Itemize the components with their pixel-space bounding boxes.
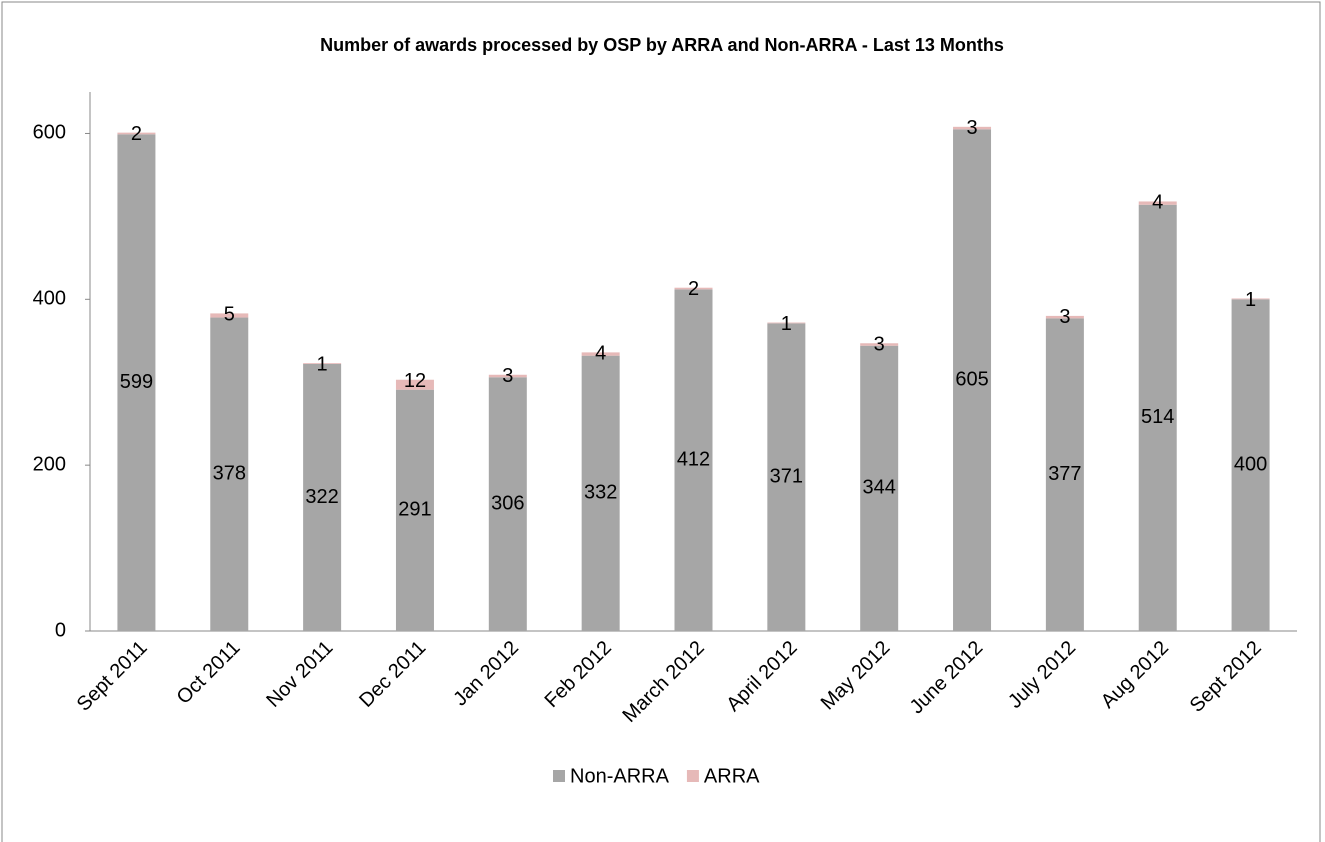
x-tick-label: Dec 2011	[355, 637, 430, 712]
data-label: 4	[1152, 192, 1163, 214]
x-tick-label: April 2012	[722, 637, 801, 716]
x-tick-label: July 2012	[1004, 637, 1080, 713]
data-label: 400	[1234, 453, 1267, 475]
y-tick-label: 600	[33, 122, 66, 144]
bar-segment	[210, 313, 249, 318]
bar-segment	[581, 352, 620, 356]
bar-segment	[1231, 298, 1270, 300]
data-label: 4	[595, 343, 606, 365]
data-label: 1	[781, 313, 792, 335]
bar-segment	[1138, 204, 1177, 631]
data-label: 322	[305, 486, 338, 508]
x-tick-label: Aug 2012	[1097, 637, 1173, 713]
data-label: 2	[131, 123, 142, 145]
bar-segment	[1231, 299, 1270, 631]
bar-segment	[953, 129, 992, 632]
bar-segment	[117, 134, 156, 631]
legend-swatch	[686, 770, 699, 782]
bar-segment	[1045, 318, 1084, 631]
x-tick-label: Jan 2012	[449, 637, 523, 711]
y-tick-label: 400	[33, 288, 66, 310]
bar-segment	[210, 317, 249, 631]
bar-segment	[860, 343, 899, 346]
x-tick-label: May 2012	[817, 637, 895, 715]
bar-segment	[767, 322, 806, 324]
bar-segment	[303, 363, 342, 631]
legend-label: ARRA	[704, 765, 760, 787]
data-label: 3	[966, 117, 977, 139]
data-label: 291	[398, 499, 431, 521]
bar-segment	[117, 132, 156, 135]
data-label: 2	[688, 278, 699, 300]
bar-segment	[674, 289, 713, 631]
data-label: 599	[120, 371, 153, 393]
x-tick-label: Sept 2012	[1186, 637, 1266, 717]
x-tick-label: Sept 2011	[73, 637, 152, 716]
bar-segment	[581, 355, 620, 631]
data-label: 377	[1048, 463, 1081, 485]
bar-segment	[1045, 315, 1084, 319]
bar-segment	[488, 374, 527, 378]
y-tick-label: 0	[55, 619, 66, 641]
data-label: 412	[677, 448, 710, 470]
bar-segment	[395, 389, 434, 631]
data-label: 12	[404, 370, 426, 392]
bar-segment	[395, 379, 434, 390]
data-label: 344	[863, 477, 896, 499]
bar-segment	[767, 323, 806, 631]
x-tick-label: June 2012	[906, 637, 988, 719]
bar-segment	[674, 287, 713, 290]
bar-segment	[1138, 201, 1177, 205]
data-label: 1	[317, 353, 328, 375]
bar-segment	[303, 363, 342, 364]
x-tick-label: Nov 2011	[262, 637, 337, 712]
bar-segment	[488, 377, 527, 631]
data-label: 1	[1245, 289, 1256, 311]
legend-swatch	[553, 770, 565, 782]
chart-title: Number of awards processed by OSP by ARR…	[320, 35, 1004, 55]
data-label: 605	[955, 368, 988, 390]
data-label: 5	[224, 304, 235, 326]
data-label: 332	[584, 482, 617, 504]
x-tick-label: Oct 2011	[173, 637, 245, 709]
data-label: 3	[874, 334, 885, 356]
data-label: 514	[1141, 406, 1174, 428]
data-label: 371	[770, 465, 803, 487]
x-tick-label: Feb 2012	[541, 637, 616, 712]
legend-label: Non-ARRA	[570, 765, 670, 787]
data-label: 306	[491, 492, 524, 514]
data-label: 3	[1059, 306, 1070, 328]
bar-segment	[860, 345, 899, 631]
data-label: 3	[502, 365, 513, 387]
x-tick-label: March 2012	[619, 637, 709, 727]
data-label: 378	[213, 463, 246, 485]
y-tick-label: 200	[33, 453, 66, 475]
bar-segment	[953, 126, 992, 130]
